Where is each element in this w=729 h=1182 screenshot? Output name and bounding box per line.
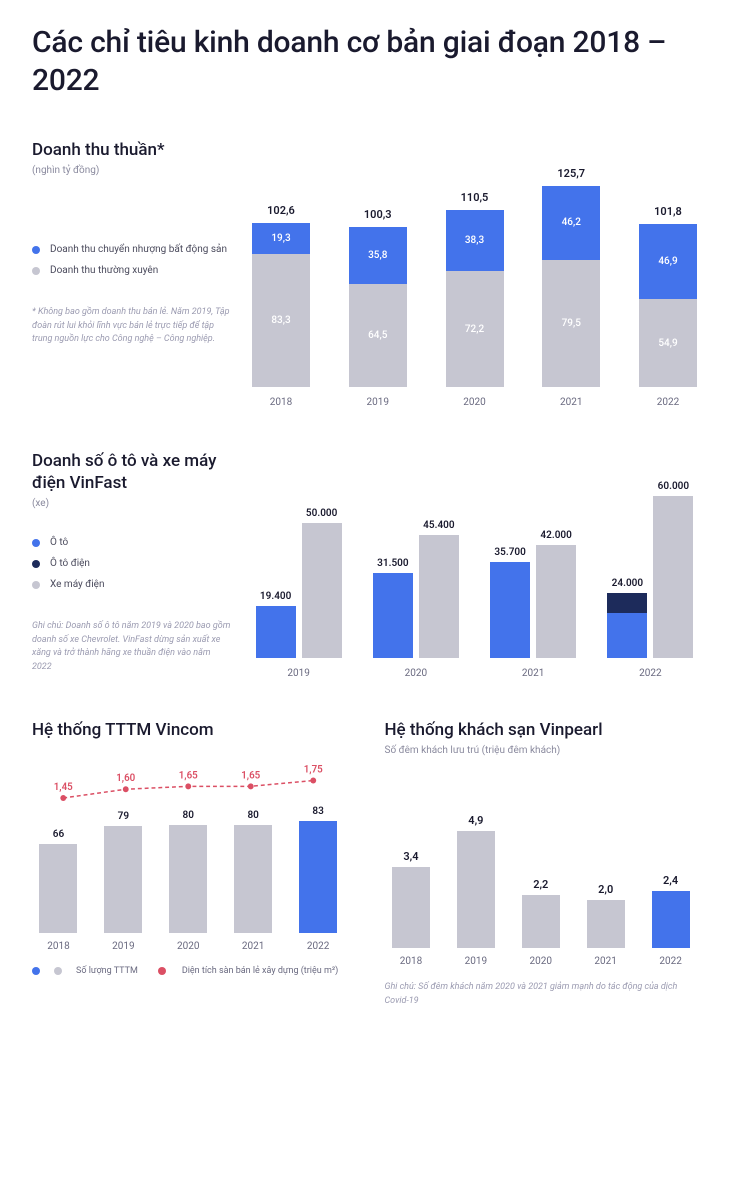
chart2-title: Doanh số ô tô và xe máy điện VinFast xyxy=(32,450,242,494)
bar-group: 24.00060.000 xyxy=(604,481,697,658)
combo-bar: 80 xyxy=(227,810,280,933)
legend-item: Doanh thu thường xuyên xyxy=(32,265,242,276)
chart2-note: Ghi chú: Doanh số ô tô năm 2019 và 2020 … xyxy=(32,620,232,674)
chart2-xaxis: 2019202020212022 xyxy=(252,668,697,679)
chart3-title: Hệ thống TTTM Vincom xyxy=(32,719,345,741)
bar: 2,2 xyxy=(514,878,567,948)
chart4-bars: 3,44,92,22,02,4 xyxy=(385,768,698,948)
page-title: Các chỉ tiêu kinh doanh cơ bản giai đoạn… xyxy=(32,24,697,99)
chart1-legend: Doanh thu chuyển nhượng bất động sản Doan… xyxy=(32,244,242,276)
section-revenue: Doanh thu thuần* (nghìn tỷ đồng) Doanh t… xyxy=(32,137,697,408)
chart3-bars: 6679808083 xyxy=(32,753,345,933)
legend-item: Xe máy điện xyxy=(32,579,242,590)
section-vinfast: Doanh số ô tô và xe máy điện VinFast (xe… xyxy=(32,448,697,679)
legend-item: Ô tô xyxy=(32,537,242,548)
combo-bar: 79 xyxy=(97,811,150,933)
grouped-bar: 19.400 xyxy=(256,591,296,658)
stacked-bar: 110,538,372,2 xyxy=(446,191,504,387)
chart2-plot: 19.40050.000 31.50045.400 35.70042.000 24.0… xyxy=(252,448,697,658)
stacked-bar: 125,746,279,5 xyxy=(542,167,600,387)
legend-item: Ô tô điện xyxy=(32,558,242,569)
combo-bar: 66 xyxy=(32,829,85,933)
bar-group: 19.40050.000 xyxy=(252,508,345,658)
stacked-bar: 102,619,383,3 xyxy=(252,204,310,387)
chart2-legend: Ô tô Ô tô điện Xe máy điện xyxy=(32,537,242,590)
bar: 2,4 xyxy=(644,874,697,949)
grouped-bar: 35.700 xyxy=(490,547,530,658)
chart3-xaxis: 20182019202020212022 xyxy=(32,941,345,952)
grouped-bar: 50.000 xyxy=(302,508,342,658)
chart4-title: Hệ thống khách sạn Vinpearl xyxy=(385,719,698,741)
bar-group: 31.50045.400 xyxy=(369,520,462,658)
bar: 3,4 xyxy=(385,850,438,949)
bar-group: 35.70042.000 xyxy=(487,530,580,658)
chart4-subtitle: Số đêm khách lưu trú (triệu đêm khách) xyxy=(385,745,698,756)
chart1-xaxis: 20182019202020212022 xyxy=(252,397,697,408)
grouped-bar: 31.500 xyxy=(373,558,413,658)
grouped-bar: 45.400 xyxy=(419,520,459,658)
stacked-bar: 100,335,864,5 xyxy=(349,208,407,387)
combo-bar: 80 xyxy=(162,810,215,933)
grouped-bar: 24.000 xyxy=(607,578,647,658)
chart3-legend: Số lượng TTTM Diện tích sàn bán lẻ xây d… xyxy=(32,966,345,976)
legend-item: Doanh thu chuyển nhượng bất động sản xyxy=(32,244,242,255)
chart1-note: * Không bao gồm doanh thu bán lẻ. Năm 20… xyxy=(32,306,232,347)
stacked-bar: 101,846,954,9 xyxy=(639,205,697,387)
chart4-note: Ghi chú: Số đêm khách năm 2020 và 2021 g… xyxy=(385,981,698,1008)
chart1-title: Doanh thu thuần* xyxy=(32,139,242,161)
chart1-unit: (nghìn tỷ đồng) xyxy=(32,165,242,176)
combo-bar: 83 xyxy=(292,806,345,933)
bar: 2,0 xyxy=(579,883,632,948)
section-vinpearl: Hệ thống khách sạn Vinpearl Số đêm khách… xyxy=(385,719,698,1008)
grouped-bar: 42.000 xyxy=(536,530,576,658)
chart1-plot: 102,619,383,3 100,335,864,5 110,538,372,2 1… xyxy=(252,137,697,387)
section-vincom: Hệ thống TTTM Vincom 1,451,601,651,651,7… xyxy=(32,719,345,1008)
chart4-xaxis: 20182019202020212022 xyxy=(385,956,698,967)
chart2-unit: (xe) xyxy=(32,498,242,509)
grouped-bar: 60.000 xyxy=(653,481,693,658)
bar: 4,9 xyxy=(449,814,502,949)
